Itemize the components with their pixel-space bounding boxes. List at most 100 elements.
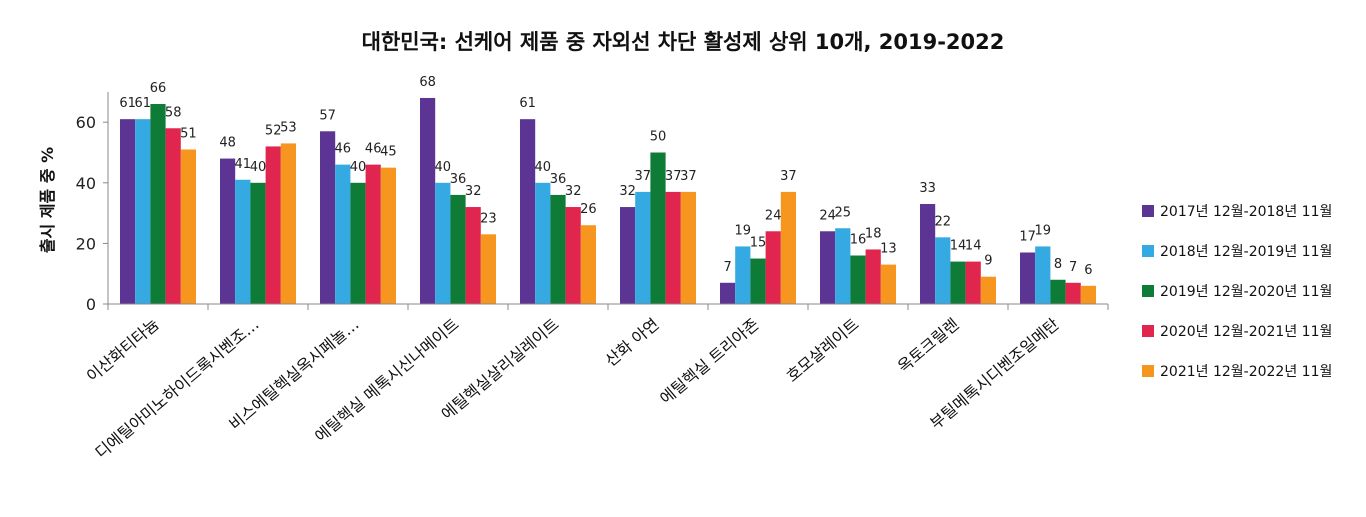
x-tick-label: 산화 아연 <box>601 315 662 371</box>
data-label: 51 <box>180 126 197 141</box>
bar <box>935 237 951 304</box>
data-label: 50 <box>650 130 667 145</box>
bar <box>435 182 451 304</box>
legend-swatch <box>1142 325 1154 337</box>
bar <box>550 194 566 304</box>
bar <box>580 225 596 304</box>
bar <box>120 119 136 304</box>
data-label: 8 <box>1054 257 1062 272</box>
bar <box>965 261 981 304</box>
bar <box>150 104 166 305</box>
data-label: 9 <box>984 254 992 269</box>
data-label: 14 <box>965 239 982 254</box>
x-tick-label: 에틸헥실 트리아존 <box>656 315 762 409</box>
legend-swatch <box>1142 285 1154 297</box>
data-label: 61 <box>135 96 152 111</box>
data-label: 46 <box>335 142 352 157</box>
data-label: 41 <box>235 157 252 172</box>
bar <box>420 97 436 305</box>
bar <box>1080 285 1096 304</box>
data-label: 45 <box>380 145 397 160</box>
data-label: 7 <box>723 260 731 275</box>
data-label: 6 <box>1084 263 1092 278</box>
bar <box>765 231 781 304</box>
data-label: 23 <box>480 211 497 226</box>
bar <box>535 182 551 304</box>
legend-label: 2018년 12월-2019년 11월 <box>1160 244 1332 260</box>
legend-label: 2020년 12월-2021년 11월 <box>1160 324 1332 340</box>
bar <box>750 258 766 304</box>
legend-label: 2019년 12월-2020년 11월 <box>1160 284 1332 300</box>
bar <box>780 191 796 304</box>
data-label: 53 <box>280 120 297 135</box>
x-tick-label: 이산화티타늄 <box>83 315 163 386</box>
bar <box>650 152 666 304</box>
bar <box>320 131 336 304</box>
bar <box>835 228 851 304</box>
bar <box>1020 252 1036 304</box>
legend: 2017년 12월-2018년 11월 2018년 12월-2019년 11월 20… <box>1142 204 1332 380</box>
data-label: 40 <box>535 160 552 175</box>
bar <box>880 264 896 304</box>
legend-label: 2017년 12월-2018년 11월 <box>1160 204 1332 220</box>
data-label: 61 <box>119 96 136 111</box>
data-label: 61 <box>519 96 536 111</box>
bar <box>465 207 481 304</box>
data-labels-layer: 6161665851484140525357464046456840363223… <box>119 75 1092 278</box>
bar <box>165 128 181 304</box>
bar <box>235 179 251 304</box>
data-label: 19 <box>735 223 752 238</box>
bar <box>520 119 536 304</box>
data-label: 37 <box>665 169 682 184</box>
data-label: 40 <box>435 160 452 175</box>
chart-title: 대한민국: 선케어 제품 중 자외선 차단 활성제 상위 10개, 2019-2… <box>361 30 1005 54</box>
data-label: 24 <box>819 208 836 223</box>
data-label: 15 <box>750 236 767 251</box>
data-label: 36 <box>450 172 467 187</box>
bar <box>565 207 581 304</box>
bar <box>180 149 196 304</box>
bar <box>720 282 736 304</box>
y-tick-label: 40 <box>76 174 96 193</box>
data-label: 32 <box>465 184 482 199</box>
data-label: 16 <box>850 233 867 248</box>
legend-swatch <box>1142 205 1154 217</box>
bar <box>335 164 351 304</box>
data-label: 37 <box>780 169 797 184</box>
bar <box>350 182 366 304</box>
data-label: 32 <box>565 184 582 199</box>
y-tick-label: 20 <box>76 234 96 253</box>
bar <box>950 261 966 304</box>
data-label: 66 <box>150 81 167 96</box>
bar <box>680 191 696 304</box>
legend-swatch <box>1142 365 1154 377</box>
bar <box>980 276 996 304</box>
bar <box>665 191 681 304</box>
data-label: 26 <box>580 202 597 217</box>
bar <box>250 182 266 304</box>
data-label: 22 <box>935 214 952 229</box>
x-tick-label: 디에틸아미노하이드록시벤조… <box>91 315 262 463</box>
bar <box>135 119 151 304</box>
data-label: 57 <box>319 108 336 123</box>
bar <box>265 146 281 304</box>
data-label: 46 <box>365 142 382 157</box>
data-label: 48 <box>219 136 236 151</box>
bar <box>635 191 651 304</box>
bar <box>735 246 751 304</box>
bar <box>220 158 236 304</box>
data-label: 68 <box>419 75 436 90</box>
bar <box>365 164 381 304</box>
data-label: 13 <box>880 242 897 257</box>
data-label: 37 <box>635 169 652 184</box>
data-label: 52 <box>265 123 282 138</box>
bar <box>850 255 866 304</box>
data-label: 33 <box>919 181 936 196</box>
x-tick-label: 옥토크릴렌 <box>894 315 963 377</box>
bar <box>450 194 466 304</box>
bar <box>1065 282 1081 304</box>
bars-layer <box>120 97 1096 305</box>
y-ticks-layer: 0 20 40 60 <box>76 113 108 314</box>
